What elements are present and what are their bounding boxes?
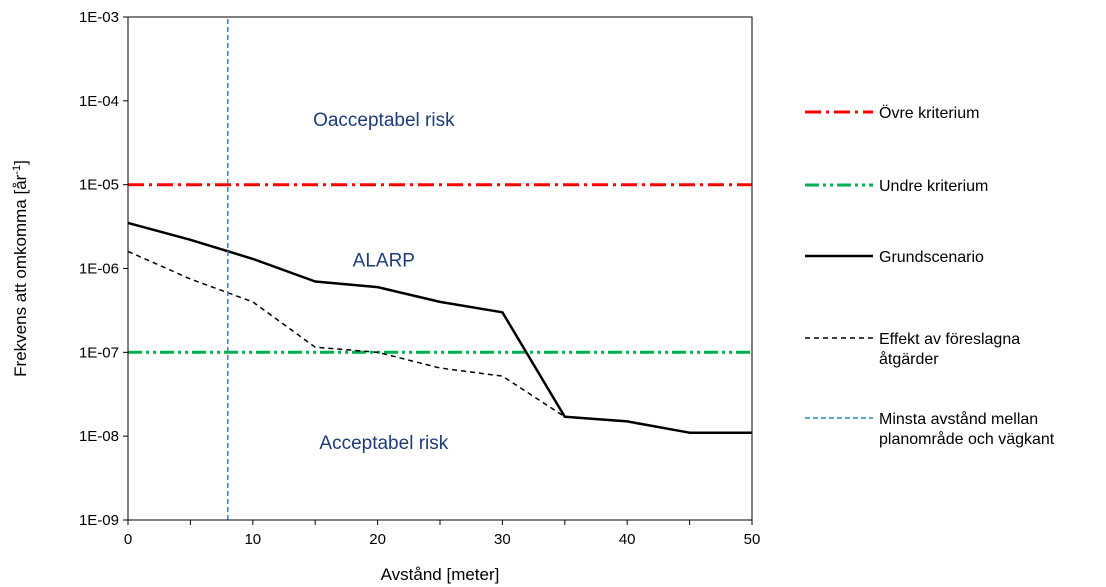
- legend-label-1: Undre kriterium: [879, 178, 988, 195]
- legend: Övre kriterium Undre kriterium Grundscenar…: [805, 104, 1055, 448]
- x-axis-title: Avstånd [meter]: [381, 565, 500, 584]
- x-tick-label: 20: [369, 531, 386, 548]
- x-tick-label: 10: [244, 531, 261, 548]
- region-label: ALARP: [353, 251, 415, 272]
- plot-area: Oacceptabel risk ALARP Acceptabel risk: [127, 17, 752, 520]
- y-tick-label: 1E-08: [79, 428, 119, 445]
- region-label: Acceptabel risk: [319, 433, 448, 454]
- y-tick-label: 1E-05: [79, 177, 119, 194]
- series-line-2: [127, 221, 752, 434]
- legend-label-4: Minsta avstånd mellan planområde och vägk…: [879, 410, 1055, 448]
- axes: 1E-03 1E-04 1E-05 1E-06 1E-07 1E-08 1E-09 0 10 20…: [11, 9, 760, 584]
- y-tick-label: 1E-09: [79, 512, 119, 529]
- y-axis-title: Frekvens att omkomma [år-1]: [11, 160, 30, 377]
- series-line-3: [127, 250, 566, 418]
- x-tick-label: 30: [494, 531, 511, 548]
- legend-label-3: Effekt av föreslagna åtgärder: [879, 331, 1020, 368]
- x-tick-label: 0: [124, 531, 132, 548]
- x-tick-label: 50: [744, 531, 761, 548]
- y-tick-label: 1E-06: [79, 261, 119, 278]
- legend-label-2: Grundscenario: [879, 249, 984, 266]
- x-tick-label: 40: [619, 531, 636, 548]
- y-tick-label: 1E-04: [79, 93, 119, 110]
- region-label: Oacceptabel risk: [313, 110, 455, 131]
- y-tick-label: 1E-03: [79, 9, 119, 26]
- y-tick-label: 1E-07: [79, 344, 119, 361]
- legend-label-0: Övre kriterium: [879, 104, 979, 122]
